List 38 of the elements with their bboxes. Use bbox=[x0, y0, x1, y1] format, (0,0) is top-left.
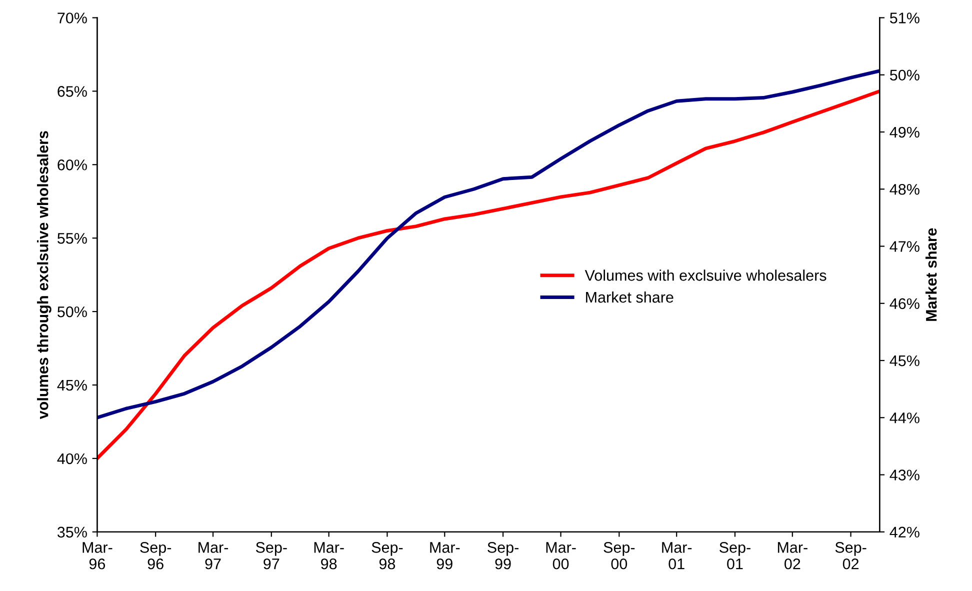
y-tick-label: 45% bbox=[57, 380, 87, 391]
x-tick-label: Sep- 97 bbox=[256, 542, 287, 570]
legend-label: Volumes with exclsuive wholesalers bbox=[584, 270, 826, 281]
x-tick-label: Sep- 96 bbox=[140, 542, 172, 570]
y2-tick-label: 47% bbox=[890, 241, 920, 252]
x-tick-label: Sep- 01 bbox=[720, 542, 750, 570]
x-tick-label: Mar- 00 bbox=[546, 542, 576, 570]
y2-tick-label: 50% bbox=[890, 70, 920, 81]
x-tick-label: Mar- 02 bbox=[778, 542, 808, 570]
y2-tick-label: 43% bbox=[890, 470, 920, 480]
y-axis-title: volumes through exclsuive wholesalers bbox=[37, 131, 52, 420]
y-tick-label: 40% bbox=[57, 453, 87, 464]
legend-label: Market share bbox=[586, 291, 674, 303]
y2-tick-label: 46% bbox=[890, 298, 920, 310]
x-tick-label: Sep- 02 bbox=[835, 542, 866, 570]
x-tick-label: Sep- 00 bbox=[604, 542, 635, 570]
x-tick-label: Mar- 96 bbox=[82, 542, 112, 570]
y-tick-label: 55% bbox=[58, 233, 87, 244]
x-tick-label: Mar- 99 bbox=[430, 542, 460, 570]
x-tick-label: Mar- 97 bbox=[198, 542, 228, 570]
y2-tick-label: 49% bbox=[890, 126, 920, 138]
y2-tick-label: 51% bbox=[890, 12, 920, 24]
y2-tick-label: 45% bbox=[890, 355, 920, 366]
y-tick-label: 50% bbox=[58, 306, 87, 318]
x-tick-label: Sep- 99 bbox=[488, 542, 518, 570]
y2-tick-label: 44% bbox=[890, 412, 920, 424]
y-tick-label: 65% bbox=[58, 86, 87, 97]
y-tick-label: 35% bbox=[57, 526, 87, 538]
y2-tick-label: 42% bbox=[890, 526, 920, 538]
line-series bbox=[97, 69, 880, 420]
y-tick-label: 70% bbox=[58, 12, 87, 24]
x-tick-label: Mar- 98 bbox=[314, 542, 344, 570]
y2-tick-label: 48% bbox=[890, 184, 920, 195]
line-series bbox=[97, 89, 880, 460]
x-tick-label: Mar- 01 bbox=[662, 542, 692, 570]
x-tick-label: Sep- 98 bbox=[372, 542, 403, 570]
y-tick-label: 60% bbox=[58, 160, 87, 170]
y2-axis-title: Market share bbox=[926, 228, 937, 321]
